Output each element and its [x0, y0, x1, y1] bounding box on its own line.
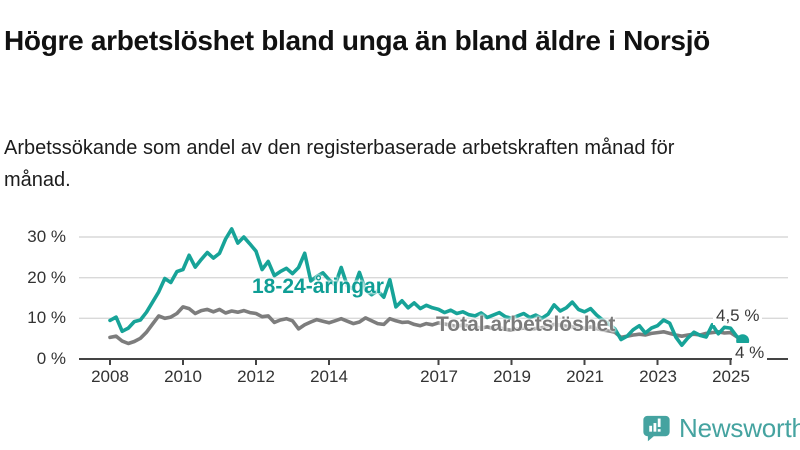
- x-tick-label-2010: 2010: [164, 367, 202, 386]
- y-tick-label-0: 0 %: [36, 349, 66, 368]
- series-label-young: 18-24-åringar: [252, 275, 384, 298]
- chart-subtitle: Arbetssökande som andel av den registerb…: [4, 137, 675, 191]
- x-tick-label-2014: 2014: [310, 367, 348, 386]
- x-tick-label-2025: 2025: [712, 367, 750, 386]
- end-value-label-young: 4,5 %: [713, 306, 763, 325]
- x-tick-label-2023: 2023: [639, 367, 677, 386]
- newsworthy-logo-text: Newsworthy: [679, 413, 800, 443]
- gridlines: [79, 236, 788, 320]
- x-tick-label-2017: 2017: [420, 367, 458, 386]
- chart-title: Högre arbetslöshet bland unga än bland ä…: [4, 24, 710, 56]
- newsworthy-logo: Newsworthy: [642, 413, 800, 444]
- series-label-total: Total arbetslöshet: [436, 313, 616, 336]
- y-tick-label-30: 30 %: [27, 227, 66, 246]
- newsworthy-bar-chart-bubble-icon: [643, 415, 670, 442]
- y-tick-label-10: 10 %: [27, 308, 66, 327]
- y-tick-label-20: 20 %: [27, 268, 66, 287]
- x-tick-label-2008: 2008: [91, 367, 129, 386]
- x-tick-label-2012: 2012: [237, 367, 275, 386]
- x-axis: [79, 358, 788, 365]
- x-tick-label-2019: 2019: [493, 367, 531, 386]
- end-value-label-total: 4 %: [732, 343, 768, 362]
- data-series-lines: [108, 227, 745, 348]
- x-tick-label-2021: 2021: [566, 367, 604, 386]
